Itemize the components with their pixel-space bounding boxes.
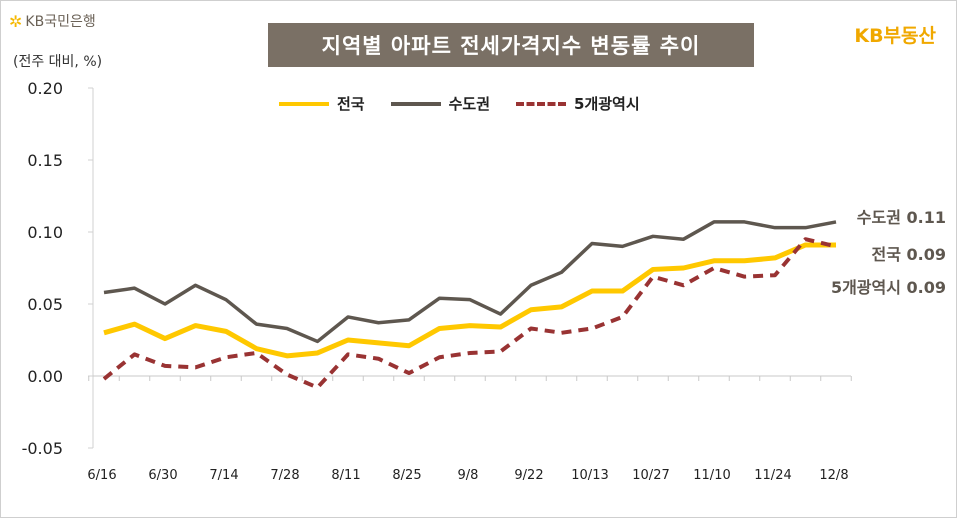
chart-title: 지역별 아파트 전세가격지수 변동률 추이 [268, 23, 754, 67]
x-tick-label: 11/24 [754, 468, 791, 483]
y-axis-unit: (전주 대비, %) [13, 54, 103, 70]
legend-label: 전국 [337, 95, 365, 113]
x-tick-label: 7/28 [270, 468, 299, 483]
legend: 전국 수도권 5개광역시 [279, 93, 640, 114]
x-tick-label: 6/30 [148, 468, 177, 483]
x-tick-label: 10/13 [571, 468, 608, 483]
legend-swatch [279, 101, 329, 106]
legend-item-5cities: 5개광역시 [516, 93, 640, 114]
x-tick-label: 9/22 [514, 468, 543, 483]
y-tick-label: -0.05 [22, 439, 63, 458]
x-tick-label: 8/25 [392, 468, 421, 483]
end-label-metro: 수도권 0.11 [856, 208, 946, 227]
y-tick-label: 0.15 [27, 151, 63, 170]
x-tick-label: 9/8 [458, 468, 479, 483]
legend-swatch [390, 101, 441, 106]
legend-label: 수도권 [448, 95, 491, 113]
y-tick-label: 0.05 [27, 295, 63, 314]
kb-bank-logo: ✲ KB국민은행 [9, 11, 96, 31]
end-label-national: 전국 0.09 [871, 245, 947, 264]
y-tick-label: 0.10 [27, 223, 63, 242]
x-tick-label: 11/10 [693, 468, 730, 483]
y-tick-label: 0.00 [27, 367, 63, 386]
legend-label: 5개광역시 [574, 95, 640, 113]
legend-item-metro: 수도권 [390, 93, 491, 114]
logo-text: KB국민은행 [25, 14, 96, 30]
kb-land-logo: KB부동산 [854, 25, 936, 47]
legend-swatch [516, 101, 567, 106]
star-icon: ✲ [9, 11, 23, 31]
x-tick-label: 7/14 [209, 468, 238, 483]
legend-item-national: 전국 [279, 93, 365, 114]
x-tick-label: 8/11 [331, 468, 360, 483]
x-tick-label: 12/8 [819, 468, 848, 483]
x-tick-label: 6/16 [87, 468, 116, 483]
y-tick-label: 0.20 [27, 79, 63, 98]
x-tick-label: 10/27 [632, 468, 669, 483]
end-label-5cities: 5개광역시 0.09 [830, 278, 946, 297]
